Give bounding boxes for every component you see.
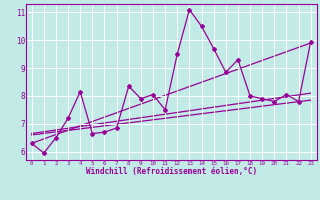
X-axis label: Windchill (Refroidissement éolien,°C): Windchill (Refroidissement éolien,°C) (86, 167, 257, 176)
